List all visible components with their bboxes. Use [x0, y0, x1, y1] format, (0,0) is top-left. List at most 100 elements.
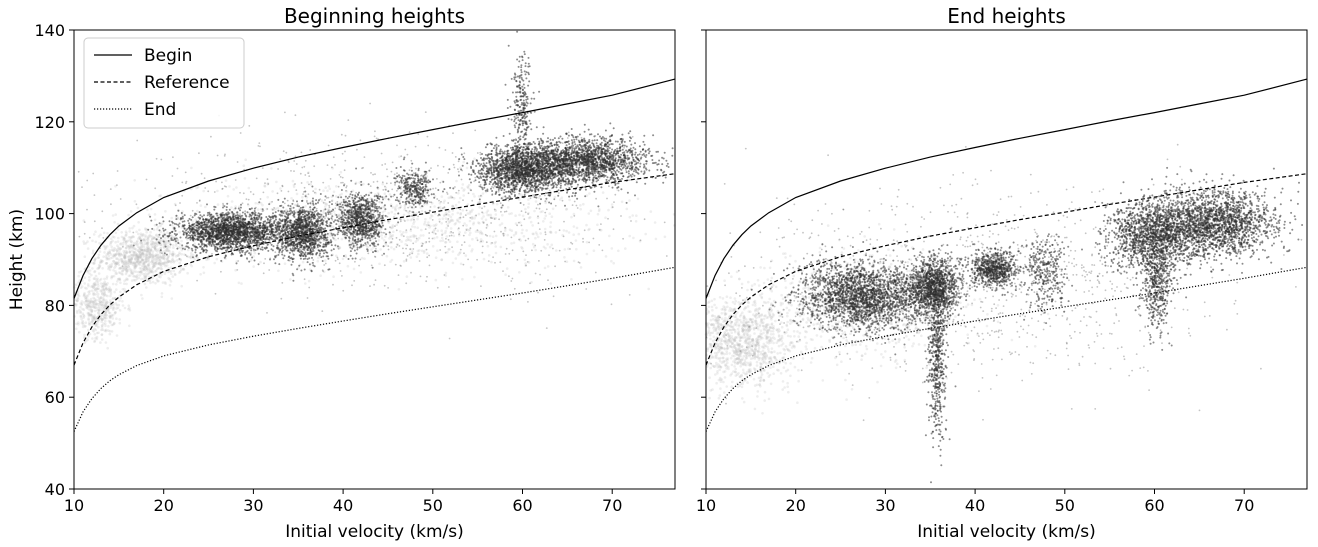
scatter-point [158, 267, 161, 270]
scatter-point [266, 227, 268, 229]
scatter-point [413, 220, 416, 223]
scatter-point [91, 240, 94, 243]
scatter-point [233, 218, 235, 220]
scatter-point [385, 244, 388, 247]
scatter-point [380, 234, 383, 237]
scatter-point [87, 307, 90, 310]
scatter-point [178, 262, 181, 265]
scatter-point [236, 221, 238, 223]
scatter-point [242, 212, 244, 214]
scatter-point [282, 201, 284, 203]
scatter-point [199, 217, 201, 219]
scatter-point [448, 197, 451, 200]
scatter-point [471, 217, 474, 220]
scatter-point [161, 292, 164, 295]
scatter-point [105, 299, 108, 302]
scatter-point [84, 296, 87, 299]
scatter-point [101, 292, 104, 295]
scatter-point [312, 208, 314, 210]
scatter-point [117, 237, 120, 240]
scatter-point [470, 266, 473, 269]
scatter-point [240, 254, 242, 256]
scatter-point [322, 228, 324, 230]
scatter-point [184, 248, 186, 250]
scatter-point [576, 227, 579, 230]
scatter-point [220, 223, 222, 225]
scatter-point [496, 203, 499, 206]
scatter-point [112, 308, 115, 311]
scatter-point [383, 239, 386, 242]
scatter-point [154, 213, 157, 216]
scatter-point [555, 249, 558, 252]
scatter-point [520, 246, 523, 249]
scatter-point [113, 253, 116, 256]
scatter-point [117, 223, 120, 226]
scatter-point [172, 246, 175, 249]
scatter-point [169, 232, 171, 234]
scatter-point [94, 310, 97, 313]
scatter-point [430, 214, 433, 217]
scatter-point [188, 222, 190, 224]
scatter-point [95, 304, 98, 307]
scatter-point [410, 256, 413, 259]
scatter-point [86, 338, 89, 341]
scatter-point [215, 246, 217, 248]
scatter-point [140, 254, 143, 257]
scatter-point [124, 307, 127, 310]
scatter-point [168, 240, 170, 242]
scatter-point [215, 235, 217, 237]
scatter-point [188, 247, 190, 249]
scatter-point [552, 208, 555, 211]
scatter-point [588, 228, 591, 231]
scatter-point [81, 322, 84, 325]
scatter-point [138, 229, 141, 232]
scatter-point [240, 282, 243, 285]
scatter-point [175, 234, 177, 236]
scatter-point [170, 272, 173, 275]
scatter-point [164, 210, 167, 213]
scatter-point [100, 259, 103, 262]
scatter-point [527, 198, 530, 201]
scatter-point [180, 237, 182, 239]
scatter-point [258, 253, 260, 255]
scatter-point [249, 232, 251, 234]
scatter-point [135, 275, 138, 278]
scatter-point [533, 210, 536, 213]
scatter-point [80, 315, 83, 318]
scatter-point [445, 241, 448, 244]
scatter-point [80, 318, 83, 321]
scatter-point [440, 222, 443, 225]
scatter-point [92, 262, 95, 265]
scatter-point [107, 325, 110, 328]
scatter-point [265, 216, 267, 218]
scatter-point [112, 214, 115, 217]
scatter-point [281, 254, 283, 256]
scatter-point [108, 251, 111, 254]
scatter-point [201, 216, 203, 218]
scatter-point [215, 206, 217, 208]
scatter-point [119, 282, 122, 285]
scatter-point [227, 218, 229, 220]
scatter-point [468, 184, 471, 187]
scatter-point [163, 257, 166, 260]
scatter-point [139, 271, 142, 274]
scatter-point [141, 249, 144, 252]
scatter-point [128, 325, 131, 328]
scatter-point [94, 306, 97, 309]
scatter-point [87, 329, 90, 332]
scatter-point [361, 257, 364, 260]
scatter-point [201, 242, 203, 244]
scatter-point [82, 326, 85, 329]
scatter-point [169, 278, 172, 281]
scatter-point [416, 255, 419, 258]
scatter-point [271, 248, 273, 250]
scatter-point [158, 235, 161, 238]
scatter-point [250, 254, 252, 256]
scatter-point [162, 216, 164, 218]
scatter-point [596, 224, 599, 227]
scatter-point [102, 285, 105, 288]
scatter-point [363, 257, 366, 260]
scatter-point [452, 262, 455, 265]
scatter-point [235, 217, 237, 219]
scatter-point [528, 217, 531, 220]
